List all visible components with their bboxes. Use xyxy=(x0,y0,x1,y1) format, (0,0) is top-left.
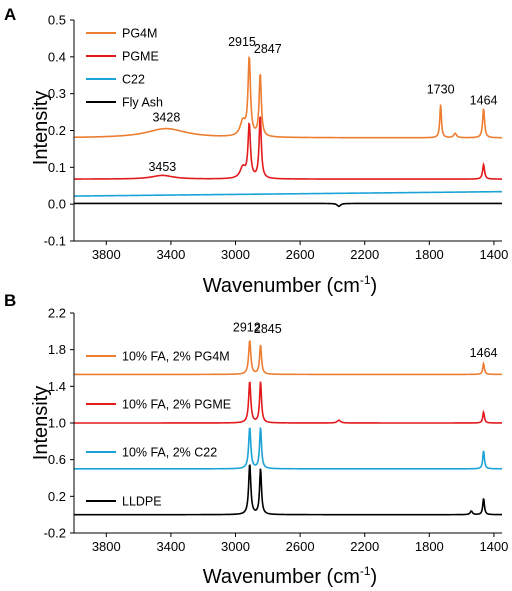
y-tick-label: 0.1 xyxy=(48,160,66,175)
y-tick-label: 0.6 xyxy=(48,452,66,467)
x-tick-label: 2200 xyxy=(350,539,379,554)
x-axis-label-b: Wavenumber (cm-1) xyxy=(203,564,377,588)
x-tick-label: 2200 xyxy=(350,247,379,262)
x-tick-label: 3800 xyxy=(92,247,121,262)
y-tick-label: -0.1 xyxy=(44,234,66,249)
y-tick-label: 2.2 xyxy=(48,306,66,321)
peak-annotation: 1464 xyxy=(470,94,498,108)
x-tick-label: 3800 xyxy=(92,539,121,554)
peak-annotation: 3428 xyxy=(152,110,180,124)
y-tick-label: 1.0 xyxy=(48,416,66,431)
legend-label: 10% FA, 2% C22 xyxy=(122,446,217,460)
y-tick-label: 0.4 xyxy=(48,49,66,64)
panel-a: A -0.1 0.0 0.1 0.2 0.3 0.4 0.5 3800 3400 3000 260… xyxy=(4,5,508,297)
legend-label: 10% FA, 2% PGME xyxy=(122,398,231,412)
panel-letter-a: A xyxy=(4,5,16,24)
legend-label: 10% FA, 2% PG4M xyxy=(122,350,230,364)
peak-annotation: 2915 xyxy=(228,35,256,49)
y-tick-label: 1.4 xyxy=(48,379,66,394)
panel-letter-b: B xyxy=(4,291,16,310)
y-tick-label: 0.3 xyxy=(48,86,66,101)
y-tick-label: 1.8 xyxy=(48,342,66,357)
series-line-pgme xyxy=(74,116,502,180)
panel-b: B -0.2 0.2 0.6 1.0 1.4 1.8 2.2 3800 3400 3000 260… xyxy=(4,291,508,588)
y-tick-label: -0.2 xyxy=(44,526,66,541)
legend-label: C22 xyxy=(122,73,145,87)
peak-annotation: 1464 xyxy=(470,346,498,360)
x-tick-label: 3000 xyxy=(221,247,250,262)
series-line-lldpe xyxy=(74,464,502,516)
y-axis-label-b: Intensity xyxy=(30,386,52,460)
y-tick-label: 0.2 xyxy=(48,489,66,504)
legend-label: Fly Ash xyxy=(122,96,163,110)
legend-label: PGME xyxy=(122,50,159,64)
series-line-fly-ash xyxy=(74,202,502,208)
x-tick-label: 3400 xyxy=(156,247,185,262)
x-tick-label: 1400 xyxy=(479,539,508,554)
x-tick-label: 3000 xyxy=(221,539,250,554)
series-line-10-fa-2-pgme xyxy=(74,381,502,424)
y-tick-label: 0.5 xyxy=(48,13,66,28)
x-axis-label-a: Wavenumber (cm-1) xyxy=(203,273,377,297)
x-tick-label: 1400 xyxy=(479,247,508,262)
legend-label: LLDPE xyxy=(122,495,162,509)
legend-label: PG4M xyxy=(122,27,157,41)
series-line-c22 xyxy=(74,190,503,197)
x-tick-label: 1800 xyxy=(415,247,444,262)
peak-annotation: 2912 xyxy=(233,320,261,334)
x-tick-label: 2600 xyxy=(286,247,315,262)
x-tick-label: 1800 xyxy=(415,539,444,554)
y-tick-label: 0.2 xyxy=(48,123,66,138)
peak-annotation: 2845 xyxy=(254,322,282,336)
series-line-10-fa-2-pg4m xyxy=(74,340,502,376)
series-line-10-fa-2-c22 xyxy=(74,427,502,470)
series-line-pg4m xyxy=(73,56,503,139)
x-tick-label: 3400 xyxy=(156,539,185,554)
peak-annotation: 1730 xyxy=(427,83,455,97)
peak-annotation: 3453 xyxy=(148,160,176,174)
peak-annotation: 2847 xyxy=(254,42,282,56)
x-tick-label: 2600 xyxy=(286,539,315,554)
y-axis-label-a: Intensity xyxy=(30,91,52,165)
y-tick-label: 0.0 xyxy=(48,197,66,212)
